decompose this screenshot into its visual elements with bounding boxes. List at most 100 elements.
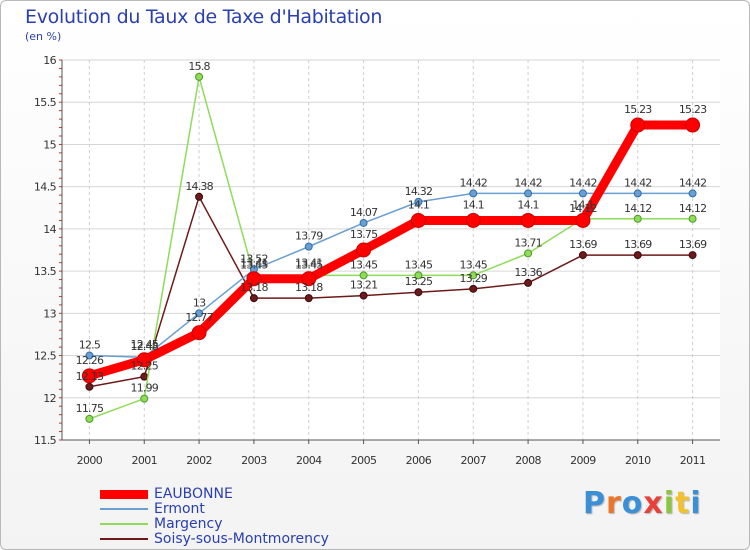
data-label: 13.69 <box>679 238 707 251</box>
data-label: 13.41 <box>240 257 268 270</box>
data-point <box>414 271 423 280</box>
data-label: 14.1 <box>408 198 429 211</box>
data-label: 13.18 <box>240 281 268 294</box>
data-label: 12.26 <box>76 354 104 367</box>
data-point <box>688 189 697 198</box>
y-tick-label: 12 <box>43 392 56 405</box>
y-tick-label: 13 <box>43 307 56 320</box>
data-label: 14.12 <box>624 202 652 215</box>
y-tick-label: 15 <box>43 138 56 151</box>
data-label: 13.79 <box>295 230 323 243</box>
data-point <box>410 212 426 228</box>
chart-unit-label: (en %) <box>25 30 62 43</box>
legend-swatch <box>100 523 148 525</box>
data-point <box>85 351 94 360</box>
proxiti-logo: Proxiti <box>583 486 702 521</box>
y-tick-label: 14 <box>43 223 56 236</box>
data-point <box>359 218 368 227</box>
x-tick-label: 2003 <box>241 454 267 467</box>
legend-label: Margency <box>154 516 223 532</box>
series-line <box>88 192 694 358</box>
data-label: 13.36 <box>514 266 542 279</box>
data-point <box>359 291 368 300</box>
data-point <box>195 72 204 81</box>
series-line <box>88 196 694 388</box>
data-point <box>524 278 533 287</box>
legend-label: Ermont <box>154 501 205 517</box>
data-point <box>688 214 697 223</box>
data-label: 14.07 <box>350 206 378 219</box>
y-tick-label: 15.5 <box>34 96 57 109</box>
data-label: 13 <box>193 296 206 309</box>
data-label: 14.32 <box>405 185 433 198</box>
data-point <box>688 251 697 260</box>
y-tick-label: 12.5 <box>34 350 57 363</box>
data-label: 11.99 <box>131 382 159 395</box>
data-label: 13.45 <box>350 258 378 271</box>
grid <box>62 59 720 441</box>
y-tick-label: 14.5 <box>34 181 57 194</box>
data-point <box>304 242 313 251</box>
legend-label: Soisy-sous-Montmorency <box>154 531 329 547</box>
data-point <box>85 382 94 391</box>
data-label: 14.42 <box>514 176 542 189</box>
data-label: 13.69 <box>624 238 652 251</box>
series-soisy-sous-montmorency <box>85 192 697 391</box>
data-point <box>414 197 423 206</box>
legend-swatch <box>100 489 148 499</box>
data-label: 13.18 <box>295 281 323 294</box>
data-label: 13.29 <box>460 272 488 285</box>
data-label: 14.42 <box>460 176 488 189</box>
data-label: 13.25 <box>405 275 433 288</box>
data-point <box>633 214 642 223</box>
data-label: 14.12 <box>569 202 597 215</box>
data-point <box>469 271 478 280</box>
data-point <box>191 325 207 341</box>
data-label: 13.52 <box>240 252 268 265</box>
data-label: 13.75 <box>350 228 378 241</box>
data-label: 14.1 <box>572 198 593 211</box>
data-label: 14.42 <box>624 176 652 189</box>
x-tick-label: 2001 <box>131 454 157 467</box>
data-point <box>195 309 204 318</box>
data-point <box>469 189 478 198</box>
data-point <box>85 414 94 423</box>
data-point <box>359 271 368 280</box>
data-label: 13.45 <box>460 258 488 271</box>
data-point <box>140 394 149 403</box>
data-point <box>414 288 423 297</box>
x-tick-label: 2010 <box>625 454 651 467</box>
data-point <box>685 117 701 133</box>
legend-swatch <box>100 508 148 510</box>
data-label: 12.25 <box>131 360 159 373</box>
data-point <box>575 212 591 228</box>
data-label: 15.8 <box>188 60 210 73</box>
data-point <box>524 189 533 198</box>
data-label: 11.75 <box>76 402 104 415</box>
x-tick-label: 2008 <box>515 454 541 467</box>
data-point <box>578 251 587 260</box>
data-label: 13.45 <box>295 258 323 271</box>
legend-swatch <box>100 538 148 540</box>
data-label: 13.41 <box>295 257 323 270</box>
data-label: 12.48 <box>131 340 159 353</box>
data-label: 13.71 <box>514 236 542 249</box>
data-label: 12.77 <box>185 311 213 324</box>
y-tick-label: 11.5 <box>34 434 57 447</box>
chart-title: Evolution du Taux de Taxe d'Habitation <box>25 6 383 28</box>
y-tick-label: 13.5 <box>34 265 57 278</box>
data-point <box>633 251 642 260</box>
data-point <box>136 352 152 368</box>
data-label: 14.1 <box>463 198 484 211</box>
data-point <box>520 212 536 228</box>
data-point <box>630 117 646 133</box>
data-label: 12.13 <box>76 370 104 383</box>
x-tick-label: 2004 <box>296 454 322 467</box>
data-label: 15.23 <box>679 103 707 116</box>
data-label: 12.5 <box>79 339 101 352</box>
x-tick-label: 2002 <box>186 454 212 467</box>
x-tick-label: 2006 <box>406 454 432 467</box>
y-tick-label: 16 <box>43 54 56 67</box>
data-label: 13.69 <box>569 238 597 251</box>
